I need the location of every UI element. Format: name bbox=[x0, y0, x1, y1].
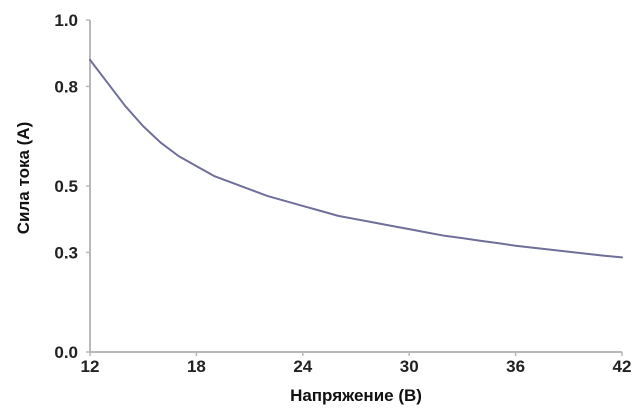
y-tick-label: 1.0 bbox=[54, 11, 78, 30]
labels-layer: 12 18 24 30 36 42 0.0 0.3 0.5 0.8 1.0 Напряжение (В… bbox=[14, 11, 631, 405]
x-tick-label: 36 bbox=[506, 357, 525, 376]
x-tick-label: 18 bbox=[187, 357, 206, 376]
series-line-0 bbox=[89, 58, 623, 259]
y-tick-label: 0.0 bbox=[54, 343, 78, 362]
x-tick-label: 24 bbox=[293, 357, 312, 376]
y-tick-label: 0.8 bbox=[54, 77, 78, 96]
x-axis-title: Напряжение (В) bbox=[290, 386, 422, 405]
x-tick-label: 30 bbox=[400, 357, 419, 376]
y-axis-title: Сила тока (А) bbox=[14, 122, 33, 234]
x-tick-label: 12 bbox=[81, 357, 100, 376]
y-tick-label: 0.5 bbox=[54, 177, 78, 196]
x-tick-label: 42 bbox=[613, 357, 632, 376]
series-layer bbox=[89, 58, 623, 259]
y-tick-label: 0.3 bbox=[54, 243, 78, 262]
axes-layer bbox=[86, 19, 623, 356]
